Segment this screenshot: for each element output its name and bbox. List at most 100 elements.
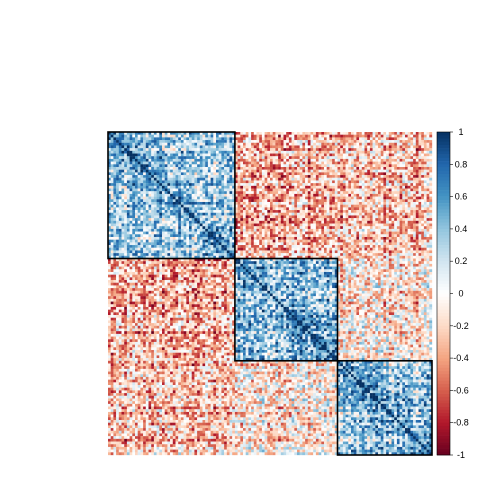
heatmap-cell xyxy=(351,156,354,160)
heatmap-cell xyxy=(272,223,276,227)
heatmap-cell xyxy=(256,148,260,151)
heatmap-cell xyxy=(280,223,284,227)
heatmap-cell xyxy=(340,169,344,173)
heatmap-cell xyxy=(164,220,168,224)
heatmap-cell xyxy=(194,150,198,154)
heatmap-cell xyxy=(108,234,111,238)
heatmap-cell xyxy=(426,212,430,216)
heatmap-cell xyxy=(145,199,149,203)
heatmap-cell xyxy=(245,210,249,213)
heatmap-cell xyxy=(159,218,163,221)
heatmap-cell xyxy=(232,212,236,216)
heatmap-cell xyxy=(224,156,227,160)
heatmap-cell xyxy=(415,177,419,181)
heatmap-cell xyxy=(272,177,276,181)
heatmap-cell xyxy=(288,169,292,173)
heatmap-cell xyxy=(302,242,306,246)
heatmap-cell xyxy=(380,215,384,219)
heatmap-cell xyxy=(186,148,190,151)
heatmap-cell xyxy=(175,220,179,224)
heatmap-cell xyxy=(162,199,165,203)
heatmap-cell xyxy=(310,180,314,184)
heatmap-cell xyxy=(126,175,130,178)
heatmap-cell xyxy=(207,169,211,173)
heatmap-cell xyxy=(261,145,265,149)
heatmap-cell xyxy=(180,153,184,157)
heatmap-cell xyxy=(367,215,371,219)
heatmap-cell xyxy=(297,228,300,232)
heatmap-cell xyxy=(305,220,308,224)
heatmap-cell xyxy=(189,142,192,146)
heatmap-cell xyxy=(267,164,271,168)
heatmap-cell xyxy=(383,201,387,205)
heatmap-cell xyxy=(378,142,381,146)
heatmap-cell xyxy=(415,191,419,195)
heatmap-cell xyxy=(180,183,184,186)
heatmap-cell xyxy=(283,212,287,216)
heatmap-cell xyxy=(305,193,308,197)
heatmap-cell xyxy=(113,236,117,240)
heatmap-cell xyxy=(270,239,273,243)
heatmap-cell xyxy=(126,212,130,216)
heatmap-cell xyxy=(267,236,271,240)
heatmap-cell xyxy=(286,140,290,143)
heatmap-cell xyxy=(313,236,317,240)
heatmap-cell xyxy=(183,236,187,240)
heatmap-cell xyxy=(410,172,414,176)
heatmap-cell xyxy=(156,158,160,162)
heatmap-cell xyxy=(156,188,160,192)
heatmap-cell xyxy=(380,183,384,186)
heatmap-cell xyxy=(386,166,389,170)
heatmap-cell xyxy=(348,153,352,157)
heatmap-cell xyxy=(189,158,192,162)
heatmap-cell xyxy=(388,156,392,160)
heatmap-cell xyxy=(272,196,276,200)
heatmap-cell xyxy=(216,234,219,238)
heatmap-cell xyxy=(137,148,141,151)
heatmap-cell xyxy=(302,156,306,160)
heatmap-cell xyxy=(364,169,368,173)
heatmap-cell xyxy=(324,188,327,192)
heatmap-cell xyxy=(175,212,179,216)
heatmap-cell xyxy=(324,145,327,149)
heatmap-cell xyxy=(345,199,349,203)
heatmap-cell xyxy=(280,239,284,243)
heatmap-cell xyxy=(116,223,119,227)
heatmap-cell xyxy=(226,226,230,230)
heatmap-cell xyxy=(388,234,392,238)
heatmap-cell xyxy=(216,207,219,211)
heatmap-cell xyxy=(129,196,133,200)
heatmap-cell xyxy=(229,236,233,240)
heatmap-cell xyxy=(216,201,219,205)
heatmap-cell xyxy=(183,180,187,184)
heatmap-cell xyxy=(394,185,398,189)
heatmap-cell xyxy=(170,145,173,149)
heatmap-cell xyxy=(243,172,246,176)
heatmap-cell xyxy=(178,239,182,243)
heatmap-cell xyxy=(224,215,227,219)
heatmap-cell xyxy=(367,166,371,170)
heatmap-cell xyxy=(116,210,119,213)
heatmap-cell xyxy=(118,188,122,192)
heatmap-cell xyxy=(326,145,330,149)
heatmap-cell xyxy=(342,180,346,184)
heatmap-cell xyxy=(348,212,352,216)
heatmap-cell xyxy=(164,234,168,238)
heatmap-cell xyxy=(310,193,314,197)
heatmap-cell xyxy=(151,137,155,141)
heatmap-cell xyxy=(270,161,273,165)
heatmap-cell xyxy=(275,242,279,246)
heatmap-cell xyxy=(226,212,230,216)
heatmap-cell xyxy=(394,220,398,224)
heatmap-cell xyxy=(318,218,322,221)
heatmap-cell xyxy=(264,140,268,143)
heatmap-cell xyxy=(178,134,182,138)
heatmap-cell xyxy=(124,193,128,197)
heatmap-cell xyxy=(167,169,171,173)
heatmap-cell xyxy=(351,166,354,170)
heatmap-cell xyxy=(261,210,265,213)
heatmap-cell xyxy=(229,148,233,151)
heatmap-cell xyxy=(415,172,419,176)
heatmap-cell xyxy=(348,215,352,219)
heatmap-cell xyxy=(194,161,198,165)
